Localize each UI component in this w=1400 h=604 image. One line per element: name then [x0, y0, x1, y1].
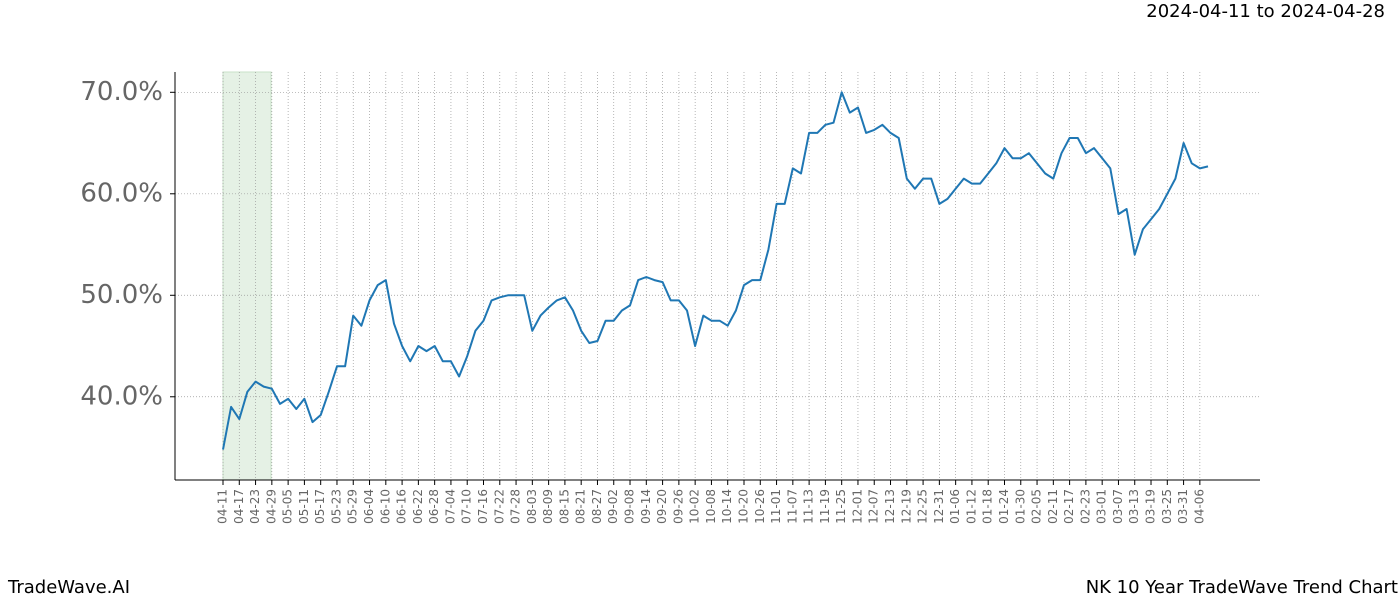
x-tick-label: 06-22 [411, 489, 425, 524]
x-tick-label: 04-06 [1192, 489, 1206, 524]
trend-line [222, 91, 1209, 450]
x-tick-label: 06-28 [427, 489, 441, 524]
chart-title: 2024-04-11 to 2024-04-28 [1146, 1, 1385, 22]
x-tick-label: 08-21 [574, 489, 588, 524]
x-tick-label: 05-17 [313, 489, 327, 524]
x-tick-label: 10-08 [704, 489, 718, 524]
x-tick-label: 01-30 [1013, 489, 1027, 524]
x-tick-label: 08-03 [525, 489, 539, 524]
x-tick-label: 01-24 [997, 489, 1011, 524]
x-tick-label: 11-13 [802, 489, 816, 524]
x-tick-label: 12-07 [867, 489, 881, 524]
x-tick-label: 12-25 [916, 489, 930, 524]
footer-left: TradeWave.AI [7, 577, 130, 598]
x-tick-label: 09-08 [623, 489, 637, 524]
x-tick-label: 07-10 [460, 489, 474, 524]
x-tick-label: 12-31 [932, 489, 946, 524]
x-tick-label: 04-23 [248, 489, 262, 524]
x-tick-label: 05-23 [329, 489, 343, 524]
footer-right: NK 10 Year TradeWave Trend Chart [1086, 577, 1398, 598]
x-tick-label: 12-19 [899, 489, 913, 524]
x-tick-label: 09-02 [606, 489, 620, 524]
x-tick-label: 11-07 [785, 489, 799, 524]
x-tick-label: 09-20 [655, 489, 669, 524]
x-tick-label: 11-25 [834, 489, 848, 524]
x-tick-label: 12-01 [850, 489, 864, 524]
x-tick-label: 07-28 [509, 489, 523, 524]
x-tick-label: 03-19 [1144, 489, 1158, 524]
y-tick-label: 50.0% [80, 280, 163, 310]
x-tick-label: 07-04 [443, 489, 457, 524]
x-tick-label: 01-12 [964, 489, 978, 524]
x-tick-label: 03-07 [1111, 489, 1125, 524]
y-tick-label: 40.0% [80, 381, 163, 411]
x-tick-label: 10-20 [736, 489, 750, 524]
x-tick-label: 03-01 [1095, 489, 1109, 524]
x-tick-label: 07-22 [492, 489, 506, 524]
x-tick-label: 11-19 [818, 489, 832, 524]
x-tick-label: 11-01 [769, 489, 783, 524]
x-tick-label: 04-11 [216, 489, 230, 524]
x-tick-label: 04-17 [232, 489, 246, 524]
x-tick-label: 05-05 [281, 489, 295, 524]
x-tick-label: 06-10 [378, 489, 392, 524]
x-tick-label: 08-27 [590, 489, 604, 524]
x-tick-label: 01-06 [948, 489, 962, 524]
x-tick-label: 07-16 [476, 489, 490, 524]
x-tick-label: 06-16 [395, 489, 409, 524]
x-tick-label: 03-31 [1176, 489, 1190, 524]
x-tick-label: 08-15 [557, 489, 571, 524]
x-tick-label: 08-09 [541, 489, 555, 524]
x-tick-label: 12-13 [883, 489, 897, 524]
x-tick-label: 06-04 [362, 489, 376, 524]
x-tick-label: 09-26 [671, 489, 685, 524]
x-tick-label: 02-17 [1062, 489, 1076, 524]
x-tick-label: 03-13 [1127, 489, 1141, 524]
x-tick-label: 02-05 [1030, 489, 1044, 524]
x-tick-label: 02-11 [1046, 489, 1060, 524]
y-tick-label: 60.0% [80, 178, 163, 208]
x-tick-label: 03-25 [1160, 489, 1174, 524]
x-tick-label: 05-29 [346, 489, 360, 524]
y-tick-label: 70.0% [80, 77, 163, 107]
x-tick-label: 02-23 [1078, 489, 1092, 524]
x-tick-label: 09-14 [639, 489, 653, 524]
x-tick-label: 10-14 [720, 489, 734, 524]
x-tick-label: 10-26 [753, 489, 767, 524]
x-tick-label: 10-02 [688, 489, 702, 524]
x-tick-label: 04-29 [264, 489, 278, 524]
x-tick-label: 05-11 [297, 489, 311, 524]
x-tick-label: 01-18 [981, 489, 995, 524]
highlight-span [222, 71, 272, 481]
